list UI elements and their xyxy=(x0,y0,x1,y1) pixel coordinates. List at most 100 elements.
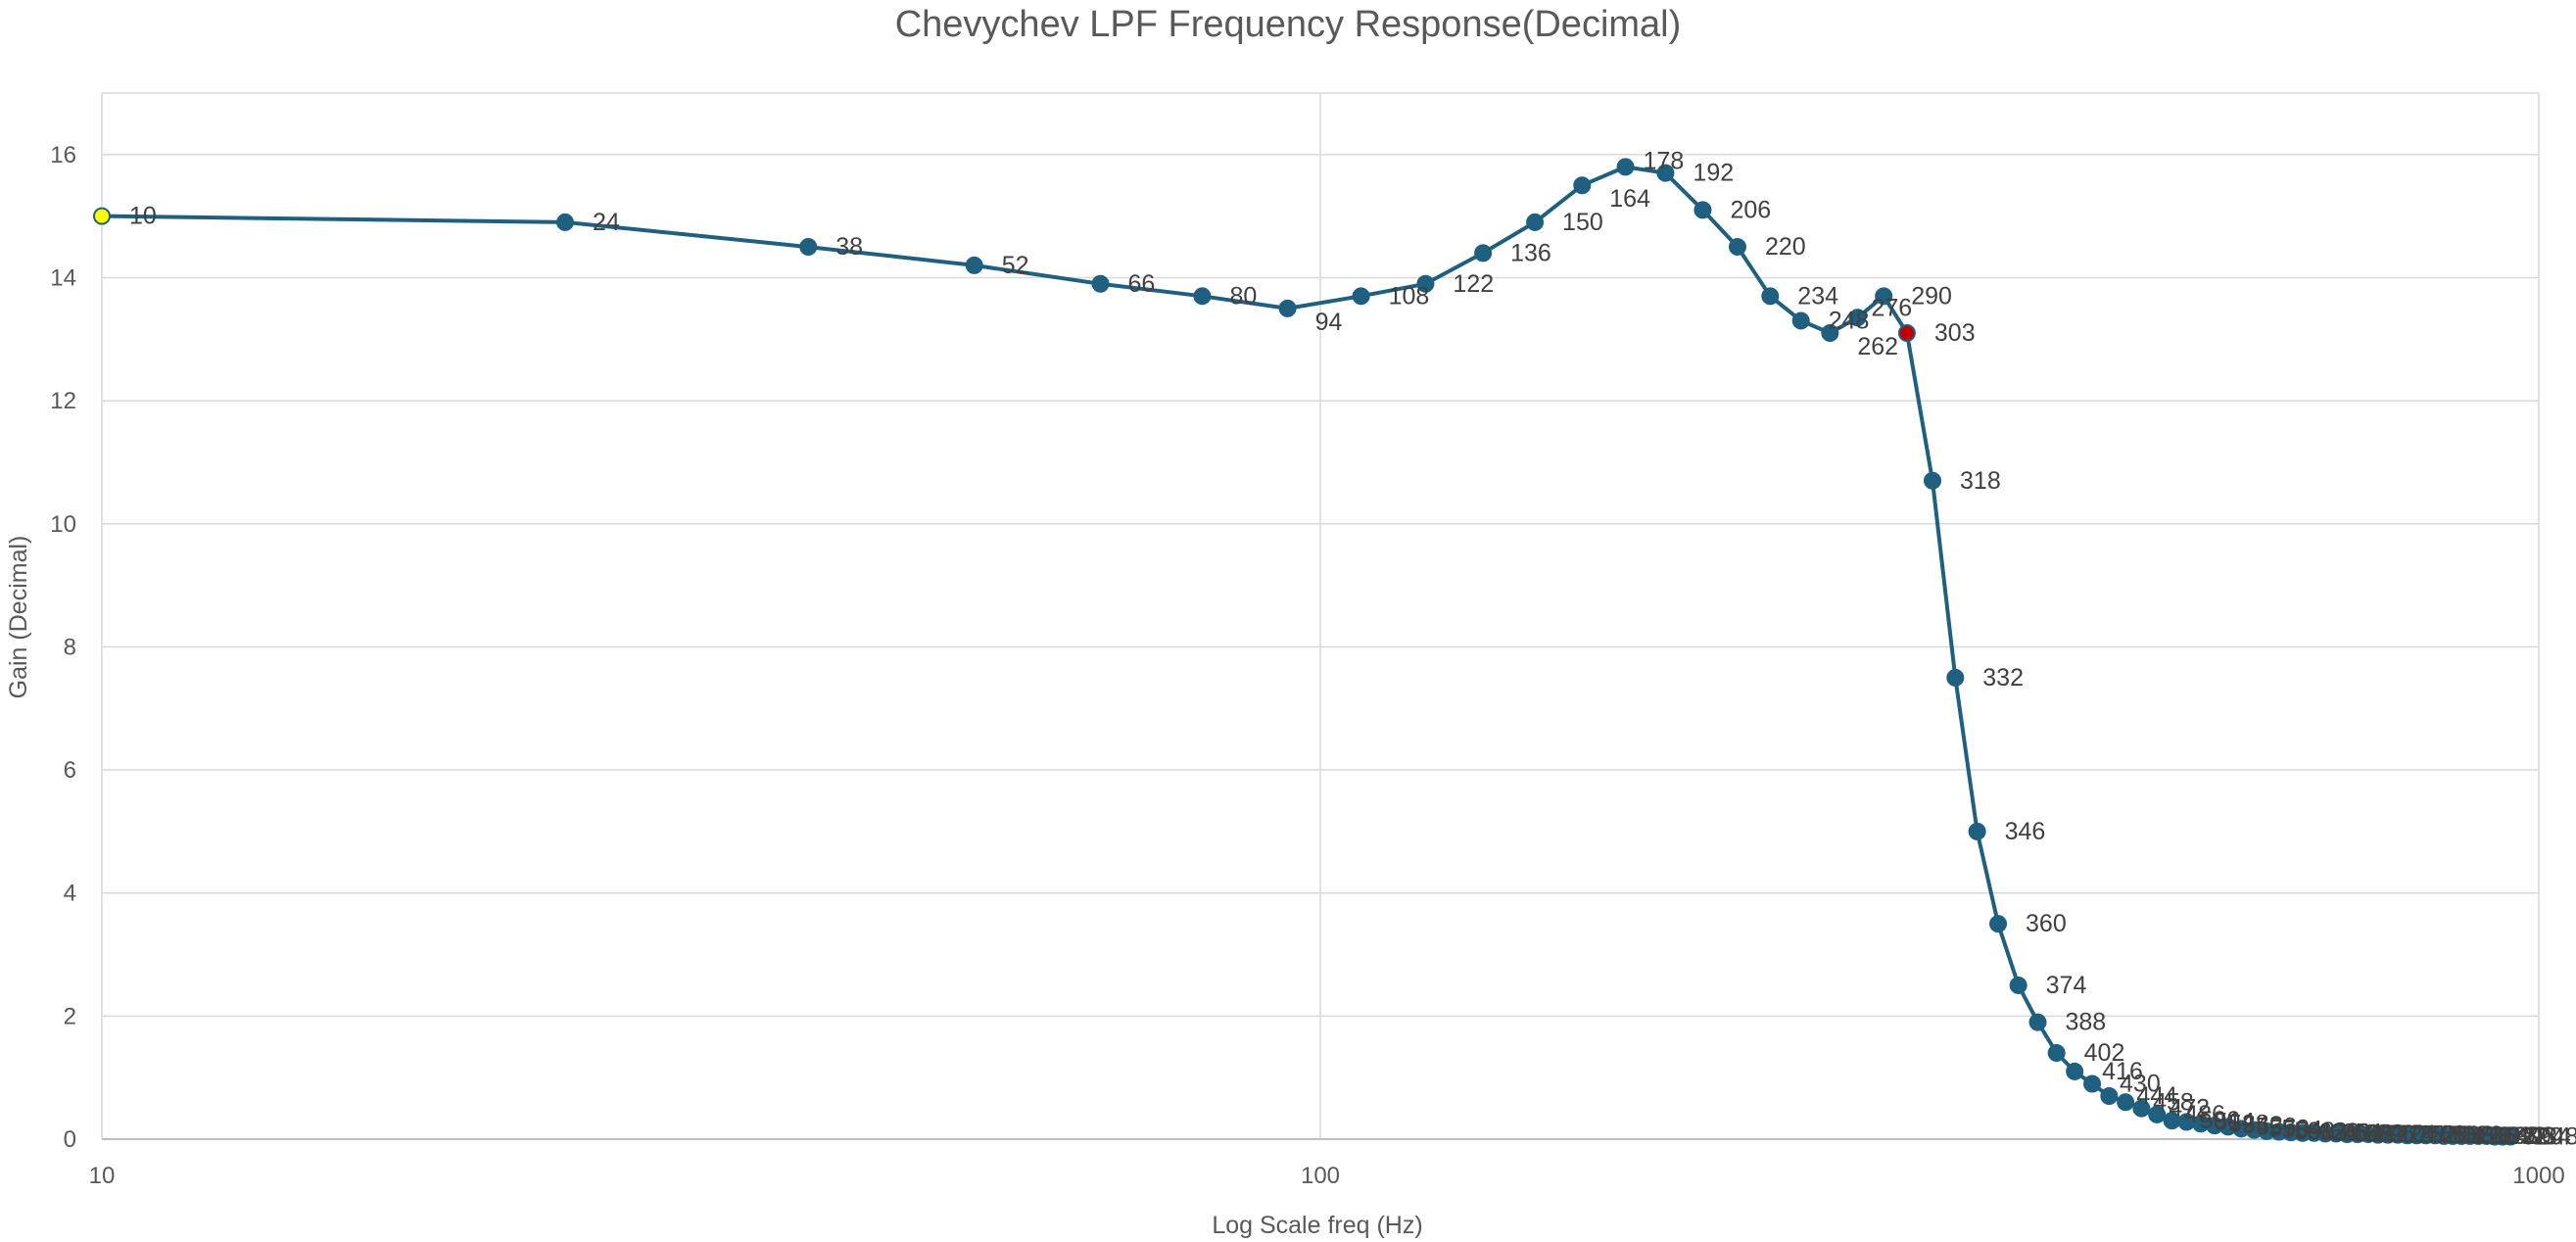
data-label-402: 402 xyxy=(2084,1039,2125,1067)
data-point-276 xyxy=(1848,309,1867,327)
data-label-584: 584 xyxy=(2281,1117,2322,1144)
x-tick-label: 100 xyxy=(1301,1163,1340,1189)
data-label-500: 500 xyxy=(2200,1107,2241,1134)
y-tick-label: 4 xyxy=(64,881,76,907)
data-point-136 xyxy=(1474,244,1493,263)
data-label-206: 206 xyxy=(1730,196,1771,223)
y-axis-title: Gain (Decimal) xyxy=(5,536,32,699)
data-label-80: 80 xyxy=(1229,282,1257,310)
data-label-794: 794 xyxy=(2444,1122,2485,1149)
data-label-388: 388 xyxy=(2066,1009,2107,1036)
y-tick-label: 12 xyxy=(50,388,76,414)
data-label-486: 486 xyxy=(2184,1101,2225,1128)
data-label-220: 220 xyxy=(1765,233,1806,261)
data-label-444: 444 xyxy=(2136,1082,2177,1110)
data-label-752: 752 xyxy=(2415,1122,2457,1149)
y-tick-label: 16 xyxy=(50,142,76,168)
data-point-220 xyxy=(1728,238,1746,257)
data-label-248: 248 xyxy=(1829,307,1870,334)
data-label-164: 164 xyxy=(1609,185,1650,213)
data-label-178: 178 xyxy=(1644,147,1685,174)
data-label-668: 668 xyxy=(2353,1120,2394,1147)
data-label-738: 738 xyxy=(2406,1122,2447,1149)
grid-layer xyxy=(101,92,2540,1139)
y-tick-label: 2 xyxy=(64,1003,76,1029)
data-label-108: 108 xyxy=(1389,282,1430,310)
data-label-514: 514 xyxy=(2214,1108,2255,1135)
data-point-108 xyxy=(1352,287,1370,306)
data-point-234 xyxy=(1761,287,1780,306)
data-label-192: 192 xyxy=(1693,160,1734,187)
data-point-402 xyxy=(2047,1044,2066,1063)
data-label-136: 136 xyxy=(1510,239,1551,266)
data-point-444 xyxy=(2100,1087,2119,1106)
data-label-570: 570 xyxy=(2268,1115,2310,1142)
data-label-416: 416 xyxy=(2102,1058,2143,1085)
data-label-94: 94 xyxy=(1315,309,1343,336)
data-label-472: 472 xyxy=(2169,1095,2210,1123)
series-line-gain xyxy=(101,165,2511,1139)
data-label-276: 276 xyxy=(1871,294,1912,321)
data-label-303: 303 xyxy=(1934,319,1976,347)
data-point-80 xyxy=(1193,287,1212,306)
data-point-346 xyxy=(1968,822,1986,840)
data-label-52: 52 xyxy=(1002,252,1029,279)
y-tick-label: 0 xyxy=(64,1126,76,1153)
data-label-612: 612 xyxy=(2307,1118,2348,1145)
chart-title: Chevychev LPF Frequency Response(Decimal… xyxy=(894,4,1682,45)
x-axis-title: Log Scale freq (Hz) xyxy=(1212,1212,1422,1239)
data-label-598: 598 xyxy=(2294,1118,2335,1145)
data-point-10 xyxy=(93,207,111,225)
y-tick-label: 8 xyxy=(64,634,76,660)
data-point-192 xyxy=(1656,164,1675,182)
data-point-150 xyxy=(1526,213,1545,231)
data-label-920: 920 xyxy=(2522,1123,2563,1150)
data-label-808: 808 xyxy=(2454,1122,2495,1149)
data-point-318 xyxy=(1924,471,1942,490)
data-point-486 xyxy=(2148,1105,2167,1123)
data-label-766: 766 xyxy=(2425,1122,2466,1149)
data-label-892: 892 xyxy=(2505,1123,2547,1150)
data-point-94 xyxy=(1278,299,1297,317)
data-label-38: 38 xyxy=(835,233,863,261)
data-label-682: 682 xyxy=(2363,1120,2405,1147)
data-point-248 xyxy=(1791,311,1810,330)
data-label-780: 780 xyxy=(2435,1122,2476,1149)
data-point-948 xyxy=(2502,1127,2520,1146)
data-label-346: 346 xyxy=(2005,818,2046,845)
data-label-234: 234 xyxy=(1797,282,1838,310)
data-label-836: 836 xyxy=(2471,1123,2512,1150)
data-point-416 xyxy=(2066,1062,2084,1080)
data-point-472 xyxy=(2132,1099,2151,1118)
data-label-696: 696 xyxy=(2374,1121,2415,1148)
data-label-458: 458 xyxy=(2153,1088,2194,1116)
data-label-724: 724 xyxy=(2396,1121,2437,1148)
data-label-710: 710 xyxy=(2385,1121,2426,1148)
data-point-388 xyxy=(2028,1013,2047,1031)
data-label-10: 10 xyxy=(129,203,157,230)
marker-layer xyxy=(93,158,2520,1146)
data-point-458 xyxy=(2117,1093,2135,1112)
data-label-654: 654 xyxy=(2342,1120,2383,1147)
data-point-66 xyxy=(1091,274,1110,293)
data-point-262 xyxy=(1821,324,1839,343)
data-point-430 xyxy=(2083,1075,2102,1093)
data-label-290: 290 xyxy=(1911,282,1952,310)
data-label-948: 948 xyxy=(2538,1123,2576,1150)
data-label-542: 542 xyxy=(2242,1112,2283,1139)
data-label-150: 150 xyxy=(1562,209,1603,236)
data-point-122 xyxy=(1416,274,1435,293)
data-point-374 xyxy=(2009,976,2027,994)
data-label-122: 122 xyxy=(1453,270,1494,298)
y-tick-label: 10 xyxy=(50,511,76,538)
data-label-332: 332 xyxy=(1982,664,2024,692)
data-label-318: 318 xyxy=(1960,467,2001,495)
data-point-164 xyxy=(1573,176,1592,195)
data-point-303 xyxy=(1897,324,1916,343)
data-point-52 xyxy=(965,256,983,274)
y-tick-label: 14 xyxy=(50,264,76,291)
data-label-850: 850 xyxy=(2480,1123,2521,1150)
data-point-290 xyxy=(1875,287,1893,306)
data-point-24 xyxy=(555,213,574,231)
